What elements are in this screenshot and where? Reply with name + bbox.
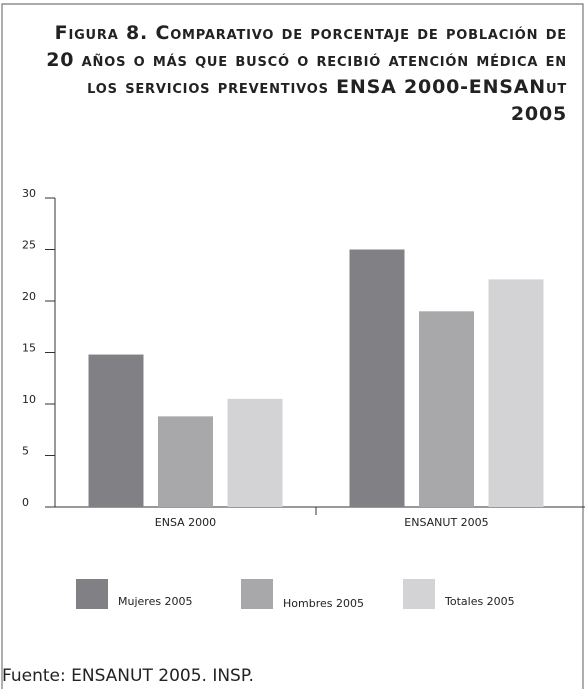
y-tick-label: 20 (22, 290, 36, 303)
legend-swatch (241, 579, 273, 609)
bar (349, 249, 405, 507)
source: Fuente: ENSANUT 2005. INSP. (2, 666, 254, 686)
y-tick-label: 15 (22, 342, 36, 355)
y-tick-label: 25 (22, 239, 36, 252)
x-tick-label: ENSANUT 2005 (404, 516, 488, 529)
bar (419, 311, 474, 507)
y-tick-label: 10 (22, 393, 36, 406)
y-tick-label: 5 (22, 445, 29, 458)
bar (227, 398, 283, 507)
chart-title: Figura 8. Comparativo de porcentaje de p… (46, 22, 567, 125)
bar (488, 279, 544, 507)
y-tick-label: 0 (22, 496, 29, 509)
bar (158, 416, 213, 507)
y-tick-label: 30 (22, 187, 36, 200)
x-tick-label: ENSA 2000 (155, 516, 216, 529)
legend-swatch (403, 579, 435, 609)
legend-label: Mujeres 2005 (118, 595, 193, 608)
legend-label: Hombres 2005 (283, 597, 364, 610)
bar (88, 354, 144, 507)
legend-swatch (76, 579, 108, 609)
legend-label: Totales 2005 (444, 595, 515, 608)
frame (1, 3, 584, 689)
